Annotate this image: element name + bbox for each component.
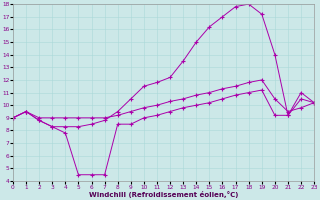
X-axis label: Windchill (Refroidissement éolien,°C): Windchill (Refroidissement éolien,°C)	[89, 191, 238, 198]
